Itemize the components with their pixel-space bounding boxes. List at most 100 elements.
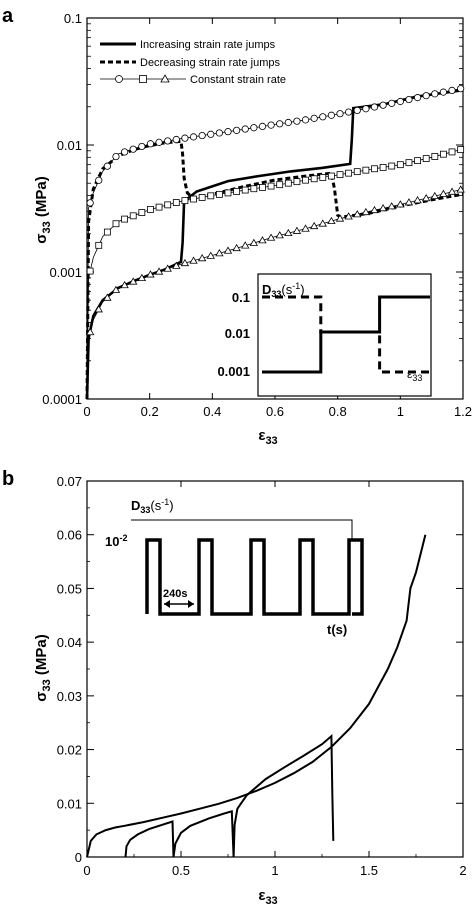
triangle-marker (353, 210, 362, 218)
circle-marker (121, 148, 129, 156)
triangle-marker (180, 258, 190, 267)
inset-b-frame (131, 519, 353, 540)
square-marker (276, 181, 284, 189)
circle-marker (233, 126, 241, 134)
square-marker (155, 203, 163, 211)
square-marker (233, 188, 241, 195)
circle-marker (276, 120, 284, 128)
b-x-tick-label: 0.5 (172, 863, 190, 878)
b-x-tick-label: 2 (459, 863, 466, 878)
square-marker (310, 175, 318, 183)
b-x-tick-label: 0 (83, 863, 90, 878)
b-y-tick-label: 0.03 (57, 689, 82, 704)
square-marker (172, 199, 180, 206)
circle-marker (198, 131, 206, 140)
circle-marker (155, 138, 163, 146)
triangle-marker (292, 226, 302, 234)
a-y-tick-label: 0.1 (64, 11, 82, 26)
panel-a-series (85, 85, 465, 400)
panel-b-inset: D33(s-1) 10-2 240s t(s) (105, 497, 364, 637)
triangle-marker (189, 256, 198, 264)
square-marker (138, 209, 146, 216)
circle-marker (422, 92, 430, 100)
legend-triangle-marker (160, 74, 170, 83)
circle-marker (129, 145, 137, 153)
triangle-marker (120, 280, 129, 289)
circle-marker (362, 105, 370, 113)
constant-rate-curve (86, 534, 427, 858)
circle-marker (172, 135, 180, 144)
triangle-marker (404, 198, 414, 206)
square-marker (284, 179, 292, 187)
circle-marker (181, 134, 189, 142)
panel-a-inset: D33(s-1) 0.1 0.01 0.001 ε33 (217, 273, 432, 397)
triangle-marker (163, 264, 172, 272)
circle-marker (138, 142, 146, 151)
triangle-marker (301, 224, 310, 232)
triangle-marker (370, 205, 379, 214)
b-x-tick-label: 1 (271, 863, 278, 878)
square-marker (388, 162, 396, 170)
triangle-marker (154, 267, 164, 275)
triangle-marker (318, 219, 327, 227)
a-y-tick-label: 0.0001 (42, 392, 82, 407)
square-marker (147, 205, 154, 213)
panel-b-x-label: ε33 (258, 887, 277, 907)
circle-marker (448, 86, 456, 94)
b-y-tick-label: 0 (75, 850, 82, 865)
circle-marker (345, 108, 353, 116)
triangle-marker (421, 193, 431, 202)
square-marker (293, 178, 301, 186)
square-marker (379, 163, 387, 171)
circle-marker (224, 128, 232, 136)
triangle-marker (111, 285, 121, 293)
square-marker (241, 186, 249, 194)
circle-marker (95, 176, 103, 184)
circle-marker (379, 101, 387, 109)
triangle-marker (232, 243, 241, 252)
legend-decreasing-label: Decreasing strain rate jumps (140, 57, 281, 69)
circle-marker (284, 118, 292, 127)
panel-b-y-label: σ33 (MPa) (33, 634, 53, 702)
inset-a-steps (262, 295, 430, 374)
square-marker (129, 212, 137, 220)
a-x-tick-label: 0.4 (203, 404, 221, 419)
circle-marker (396, 97, 404, 106)
legend-increasing-label: Increasing strain rate jumps (140, 39, 276, 51)
square-marker (164, 201, 172, 209)
triangle-marker (447, 187, 457, 195)
inset-b-arrowhead-left (164, 600, 170, 608)
square-marker (319, 174, 327, 181)
circle-marker (189, 133, 198, 141)
square-marker (302, 176, 309, 184)
square-marker (362, 166, 370, 174)
circle-marker (388, 99, 396, 107)
inset-a-frame (257, 273, 432, 397)
circle-marker (413, 94, 422, 102)
square-marker (440, 150, 447, 158)
circle-marker (405, 95, 413, 104)
inset-b-pulse-train (145, 538, 364, 616)
a-x-tick-label: 0 (83, 404, 90, 419)
square-marker (207, 192, 215, 200)
square-marker (112, 220, 120, 228)
legend-square-marker (139, 75, 147, 83)
b-x-tick-label: 1.5 (360, 863, 378, 878)
circle-marker (215, 129, 223, 137)
square-marker (190, 195, 197, 203)
triangle-marker (327, 216, 336, 225)
inset-a-x-label: ε33 (407, 367, 422, 383)
inset-b-interval-label: 240s (163, 588, 187, 600)
circle-marker (310, 114, 318, 122)
inset-a-tick-0.001: 0.001 (217, 364, 250, 379)
circle-marker (241, 125, 249, 133)
square-marker (353, 168, 361, 176)
b-y-tick-label: 0.05 (57, 581, 82, 596)
square-marker (181, 197, 189, 205)
inset-b-y-label: D33(s-1) (131, 497, 174, 515)
circle-marker (319, 113, 327, 121)
triangle-marker (387, 202, 396, 210)
triangle-marker (197, 254, 207, 262)
square-marker (198, 194, 206, 201)
